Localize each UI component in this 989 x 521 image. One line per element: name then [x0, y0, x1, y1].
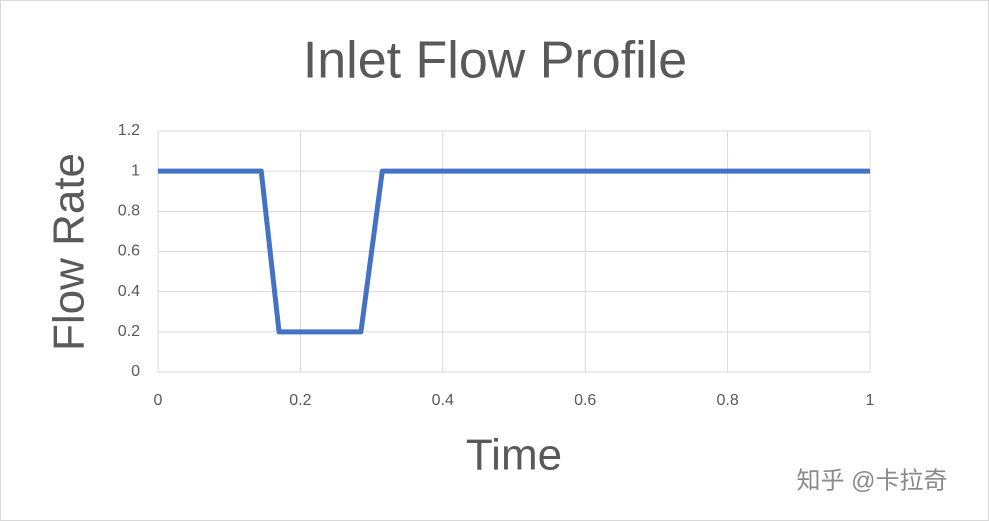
x-tick-label: 0.4 [432, 392, 454, 409]
x-tick-label: 1 [866, 392, 875, 409]
y-axis-label: Flow Rate [45, 153, 94, 351]
watermark: 知乎 @卡拉奇 [796, 467, 947, 494]
x-tick-label: 0 [154, 392, 163, 409]
x-tick-label: 0.8 [716, 392, 738, 409]
y-tick-label: 0.8 [118, 203, 140, 220]
x-tick-label: 0.2 [289, 392, 311, 409]
y-tick-label: 0.6 [118, 243, 140, 260]
y-tick-label: 0.4 [118, 283, 140, 300]
x-axis-label: Time [466, 431, 562, 480]
y-tick-label: 1 [131, 162, 140, 179]
y-tick-label: 0 [131, 363, 140, 380]
y-tick-label: 0.2 [118, 323, 140, 340]
data-line [158, 168, 870, 335]
y-tick-label: 1.2 [118, 122, 140, 139]
x-tick-label: 0.6 [574, 392, 596, 409]
chart-title: Inlet Flow Profile [303, 32, 687, 90]
